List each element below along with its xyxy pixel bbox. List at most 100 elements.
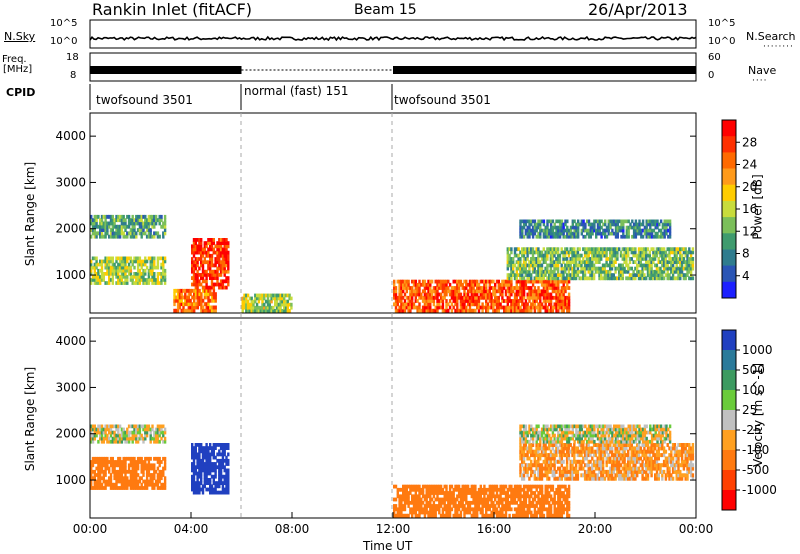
heatmap-cell [445, 289, 448, 294]
heatmap-cell [551, 260, 554, 264]
heatmap-cell [612, 273, 615, 277]
heatmap-cell [427, 484, 430, 489]
heatmap-cell [138, 427, 142, 432]
heatmap-cell [252, 302, 255, 307]
heatmap-cell [120, 427, 124, 432]
heatmap-cell [162, 439, 165, 444]
heatmap-cell [649, 228, 652, 233]
heatmap-cell [542, 279, 546, 284]
heatmap-cell [95, 221, 98, 226]
heatmap-cell [194, 257, 197, 261]
heatmap-cell [546, 276, 549, 281]
heatmap-cell [686, 253, 689, 258]
heatmap-cell [564, 446, 567, 451]
heatmap-cell [587, 443, 590, 447]
heatmap-cell [461, 308, 464, 313]
heatmap-cell [200, 481, 203, 485]
heatmap-cell [266, 305, 270, 310]
heatmap-cell [645, 263, 648, 268]
heatmap-cell [618, 273, 621, 277]
heatmap-cell [524, 219, 528, 224]
heatmap-cell [551, 453, 554, 458]
heatmap-cell [447, 491, 450, 495]
heatmap-cell [558, 257, 562, 261]
heatmap-cell [562, 446, 565, 451]
heatmap-cell [519, 456, 522, 461]
heatmap-cell [109, 278, 113, 282]
heatmap-cell [227, 443, 230, 447]
heatmap-cell [650, 234, 654, 239]
heatmap-cell [612, 250, 615, 255]
heatmap-cell [429, 286, 432, 290]
heatmap-cell [423, 510, 427, 515]
heatmap-cell [425, 308, 428, 313]
heatmap-cell [414, 510, 417, 515]
heatmap-cell [603, 269, 606, 274]
freq-label-2: [MHz] [3, 64, 33, 75]
heatmap-cell [450, 289, 454, 294]
heatmap-cell [398, 295, 401, 300]
heatmap-cell [472, 494, 475, 499]
heatmap-cell [544, 292, 547, 297]
heatmap-cell [528, 286, 531, 290]
heatmap-cell [641, 247, 644, 252]
heatmap-cell [185, 295, 189, 300]
heatmap-cell [664, 273, 668, 277]
heatmap-cell [519, 276, 522, 281]
heatmap-cell [668, 253, 671, 258]
heatmap-cell [553, 513, 556, 518]
heatmap-cell [551, 513, 555, 518]
heatmap-cell [583, 476, 587, 481]
heatmap-cell [436, 504, 439, 508]
heatmap-cell [528, 487, 531, 492]
heatmap-cell [118, 466, 122, 471]
heatmap-cell [100, 259, 104, 264]
heatmap-cell [679, 253, 682, 258]
heatmap-cell [223, 263, 226, 268]
heatmap-cell [90, 268, 93, 273]
heatmap-cell [553, 269, 556, 274]
heatmap-cell [261, 299, 264, 304]
heatmap-cell [531, 299, 535, 303]
heatmap-cell [652, 222, 656, 227]
heatmap-cell [577, 234, 580, 239]
heatmap-cell [612, 263, 615, 268]
heatmap-cell [512, 299, 515, 303]
heatmap-cell [212, 238, 215, 242]
heatmap-cell [145, 433, 149, 438]
heatmap-cell [601, 263, 605, 268]
heatmap-cell [149, 427, 152, 432]
heatmap-cell [526, 449, 529, 454]
heatmap-cell [540, 504, 544, 508]
heatmap-cell [400, 487, 403, 492]
heatmap-cell [290, 296, 293, 301]
heatmap-cell [145, 430, 149, 435]
heatmap-cell [566, 219, 569, 224]
heatmap-cell [580, 459, 583, 464]
heatmap-cell [106, 460, 109, 464]
heatmap-cell [627, 225, 630, 230]
heatmap-cell [129, 265, 133, 270]
heatmap-cell [194, 276, 197, 280]
heatmap-cell [102, 463, 105, 468]
heatmap-cell [569, 260, 572, 264]
heatmap-cell [483, 497, 486, 502]
heatmap-cell [652, 253, 655, 258]
heatmap-cell [418, 308, 421, 313]
heatmap-cell [135, 221, 138, 226]
heatmap-cell [495, 487, 499, 492]
heatmap-cell [564, 250, 567, 255]
heatmap-cell [609, 253, 612, 258]
heatmap-cell [93, 430, 96, 435]
heatmap-cell [194, 446, 197, 450]
heatmap-cell [456, 279, 459, 284]
heatmap-cell [131, 214, 134, 219]
heatmap-cell [546, 491, 549, 495]
heatmap-cell [194, 247, 197, 252]
heatmap-cell [209, 443, 212, 447]
heatmap-cell [485, 487, 488, 492]
heatmap-cell [452, 292, 455, 297]
heatmap-cell [553, 463, 556, 468]
heatmap-cell [136, 259, 140, 264]
heatmap-cell [212, 298, 216, 303]
